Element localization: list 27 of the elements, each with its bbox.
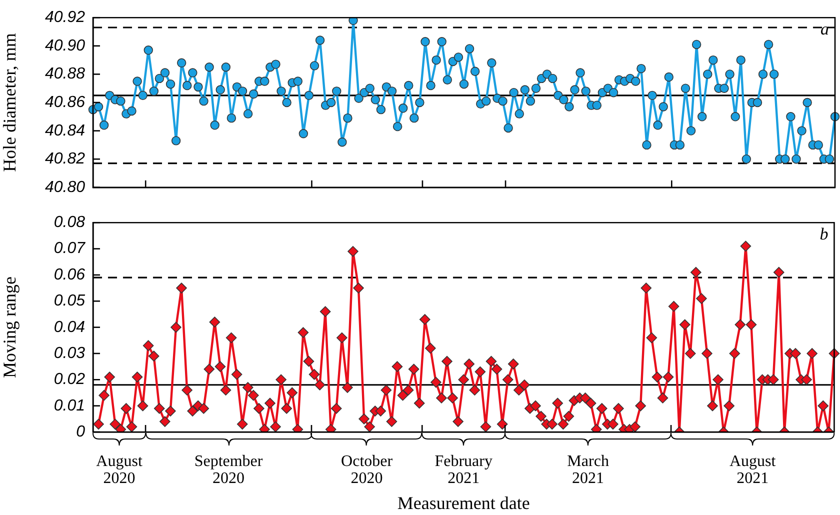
text: September 2020 <box>194 453 264 488</box>
annotation: a <box>820 20 829 39</box>
y-tick-label: 40.86 <box>44 94 86 111</box>
y-axis-title: Hole diameter, mm <box>0 33 20 172</box>
text: August 2020 <box>96 453 143 488</box>
y-tick-label: 0.03 <box>54 344 86 362</box>
y-tick-label: 40.82 <box>44 150 86 168</box>
y-tick-label: 40.92 <box>44 9 86 26</box>
y-tick-label: 0.05 <box>54 292 86 310</box>
y-tick-label: 40.84 <box>44 122 86 140</box>
y-tick-label: 40.88 <box>44 66 86 83</box>
y-tick-label: 0.02 <box>54 371 86 388</box>
y-tick-label: 0.01 <box>54 397 85 414</box>
text: March 2021 <box>567 453 609 488</box>
y-tick-label: 0.06 <box>54 266 86 284</box>
y-tick-label: 0.08 <box>54 214 86 232</box>
text: February 2021 <box>434 453 492 488</box>
y-axis-title: Moving range <box>0 276 20 378</box>
y-tick-label: 40.90 <box>44 37 86 54</box>
text: October 2020 <box>341 453 394 488</box>
text: August 2021 <box>729 453 776 488</box>
y-tick-label: 0 <box>76 423 86 440</box>
annotation: b <box>820 224 828 244</box>
y-tick-label: 0.07 <box>54 240 86 258</box>
x-axis-title: Measurement date <box>397 492 530 513</box>
y-tick-label: 0.04 <box>54 318 86 336</box>
y-tick-label: 40.80 <box>44 178 86 196</box>
